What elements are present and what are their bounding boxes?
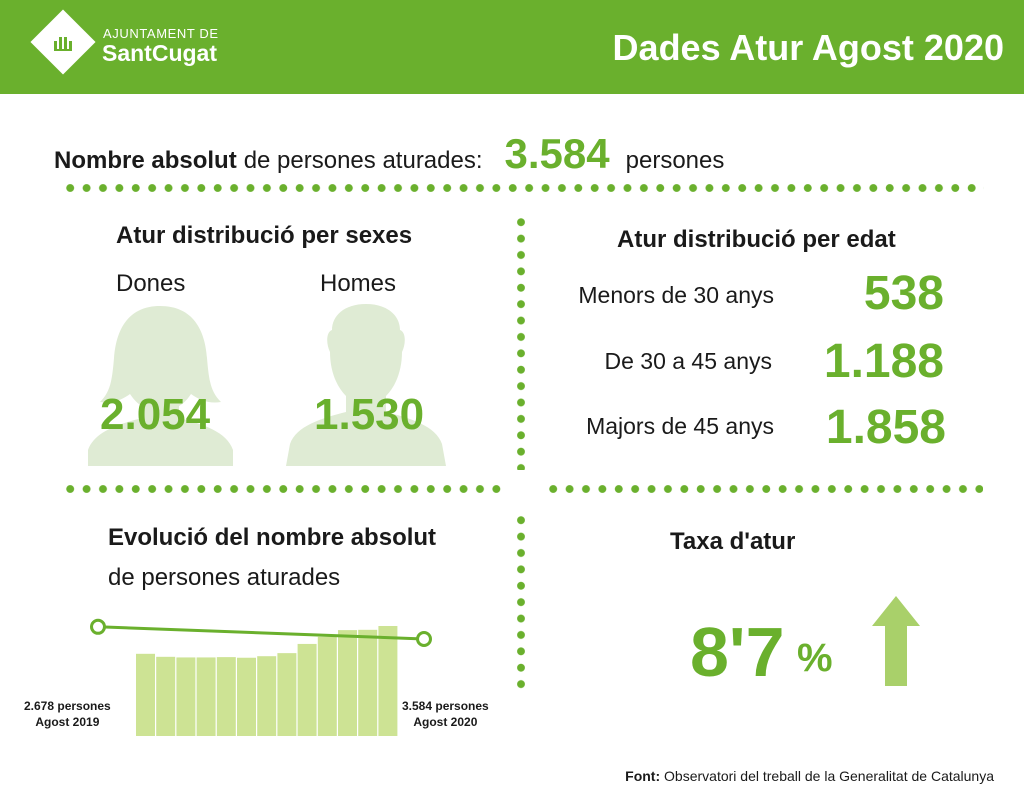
evolution-bar [196, 657, 216, 736]
evolution-bar-chart [90, 618, 432, 736]
age-label-30-45: De 30 a 45 anys [604, 348, 772, 374]
page-title: Dades Atur Agost 2020 [612, 27, 1004, 68]
dotted-divider-middle-left [62, 484, 504, 494]
evolution-bar [317, 636, 337, 736]
source-text: Observatori del treball de la Generalita… [664, 768, 994, 784]
dotted-divider-vertical-top [516, 214, 526, 470]
men-label: Homes [320, 270, 397, 297]
age-value-over-45: 1.858 [825, 401, 946, 454]
evolution-title-bold: Evolució del nombre absolut [108, 524, 437, 551]
evolution-bar [358, 629, 378, 736]
dotted-divider-middle-right [545, 484, 983, 494]
women-value: 2.054 [100, 390, 211, 439]
logo-text-ajuntament: AJUNTAMENT DE [103, 26, 219, 41]
age-label-under-30: Menors de 30 anys [578, 282, 774, 308]
evolution-start-point [90, 618, 106, 635]
rate-value: 8'7 [690, 613, 785, 691]
evolution-bar [277, 653, 297, 736]
women-label: Dones [116, 270, 186, 297]
logo-mark-icon [48, 27, 78, 57]
evolution-end-point [416, 631, 432, 647]
rate-title: Taxa d'atur [670, 528, 796, 555]
logo-text-santcugat: SantCugat [102, 40, 217, 66]
evolution-bar [237, 657, 256, 736]
evolution-start-note: 2.678 persones Agost 2019 [24, 698, 111, 730]
evolution-bar [176, 657, 196, 736]
man-silhouette-icon [286, 304, 446, 466]
dotted-divider-vertical-bottom [516, 512, 526, 692]
age-value-30-45: 1.188 [823, 335, 944, 388]
total-value: 3.584 [504, 130, 610, 177]
header-bar: AJUNTAMENT DE SantCugat Dades Atur Agost… [0, 0, 1024, 94]
men-value: 1.530 [314, 390, 425, 439]
evolution-bar [156, 656, 176, 736]
total-label-bold: Nombre absolut [54, 147, 237, 174]
age-label-over-45: Majors de 45 anys [586, 413, 774, 439]
age-value-under-30: 538 [863, 267, 944, 320]
evolution-bar [257, 656, 277, 736]
rate-unit: % [797, 636, 833, 680]
evolution-bar [136, 653, 155, 736]
evolution-bar [216, 657, 236, 736]
source-note: Font: Observatori del treball de la Gene… [625, 768, 994, 784]
evolution-title-rest: de persones aturades [108, 564, 341, 591]
evolution-end-note: 3.584 persones Agost 2020 [402, 698, 489, 730]
evolution-start-date: Agost 2019 [35, 715, 100, 729]
arrow-up-icon [872, 596, 920, 686]
source-label: Font: [625, 768, 661, 784]
sex-section-title: Atur distribució per sexes [116, 222, 413, 249]
evolution-start-count: 2.678 persones [24, 699, 111, 713]
evolution-bar [338, 630, 357, 736]
total-unit: persones [625, 147, 725, 174]
evolution-end-count: 3.584 persones [402, 699, 489, 713]
total-summary: Nombre absolut de persones aturades: 3.5… [54, 130, 724, 177]
evolution-bar [297, 643, 317, 736]
woman-silhouette-icon [88, 306, 233, 466]
age-section-title: Atur distribució per edat [617, 226, 896, 253]
total-label-rest: de persones aturades: [243, 147, 483, 174]
evolution-bar [378, 626, 398, 736]
evolution-trend-line [97, 625, 425, 641]
dotted-divider-top [62, 183, 984, 193]
evolution-end-date: Agost 2020 [413, 715, 478, 729]
